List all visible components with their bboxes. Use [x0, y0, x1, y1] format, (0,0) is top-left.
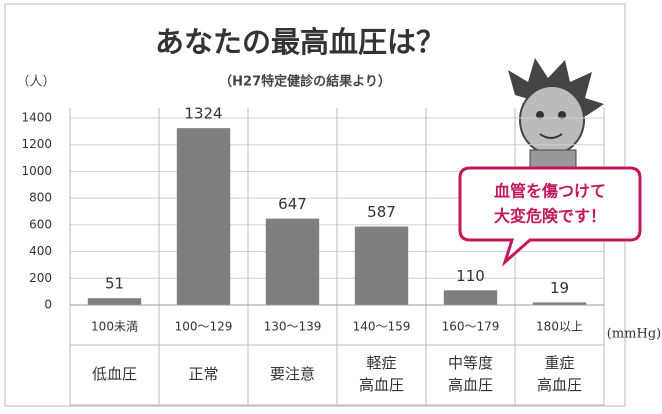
- y-tick-label: 1000: [21, 164, 52, 178]
- category-description: 低血圧: [92, 365, 137, 383]
- y-axis-label: （人）: [16, 75, 55, 90]
- callout-text: 大変危険です！: [494, 207, 606, 226]
- value-label: 51: [105, 275, 124, 293]
- chart-subtitle: （H27特定健診の結果より）: [219, 74, 391, 90]
- category-description: 中等度: [448, 354, 493, 372]
- category-description: 高血圧: [448, 376, 493, 394]
- value-label: 587: [367, 203, 396, 221]
- page: あなたの最高血圧は？ （H27特定健診の結果より） （人） (mmHg) 0 20…: [0, 0, 662, 414]
- x-tick-label: 140～159: [353, 320, 411, 334]
- y-tick-label: 200: [29, 271, 52, 285]
- callout-text: 血管を傷つけて: [494, 182, 606, 201]
- x-tick-label: 100未満: [91, 320, 138, 334]
- x-tick-label: 130～139: [264, 320, 322, 334]
- y-tick-label: 1400: [21, 111, 52, 125]
- y-tick-label: 400: [29, 244, 52, 258]
- x-tick-label: 180以上: [536, 320, 583, 334]
- value-label: 1324: [184, 105, 222, 123]
- x-tick-label: 160～179: [442, 320, 500, 334]
- chart-title: あなたの最高血圧は？: [155, 25, 445, 59]
- category-description: 要注意: [270, 365, 315, 383]
- x-tick-label: 100～129: [175, 320, 233, 334]
- bar: [88, 298, 141, 305]
- y-tick-label: 1200: [21, 137, 52, 151]
- bar: [444, 290, 497, 305]
- bar: [266, 219, 319, 305]
- category-description: 重症: [544, 354, 574, 372]
- chart: あなたの最高血圧は？ （H27特定健診の結果より） （人） (mmHg) 0 20…: [0, 0, 662, 410]
- y-tick-label: 600: [29, 217, 52, 231]
- value-label: 110: [456, 267, 485, 285]
- bar: [177, 128, 230, 305]
- bar: [355, 227, 408, 305]
- category-description: 正常: [188, 365, 218, 383]
- category-description: 高血圧: [359, 376, 404, 394]
- category-description: 軽症: [366, 354, 396, 372]
- value-label: 19: [550, 279, 569, 297]
- value-label: 647: [278, 195, 307, 213]
- y-tick-label: 800: [29, 191, 52, 205]
- x-axis-label: (mmHg): [607, 327, 661, 342]
- category-description: 高血圧: [537, 376, 582, 394]
- y-tick-label: 0: [44, 298, 52, 312]
